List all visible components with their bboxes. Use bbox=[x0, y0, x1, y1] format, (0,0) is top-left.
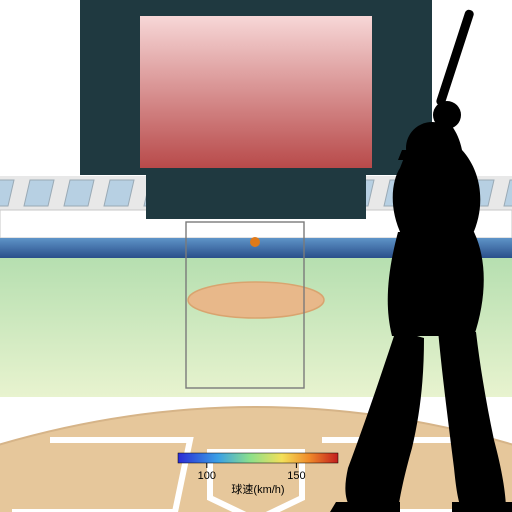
colorbar-title: 球速(km/h) bbox=[231, 482, 284, 496]
scoreboard-screen bbox=[140, 16, 372, 168]
pitch-location-chart: 100 150 球速(km/h) bbox=[0, 0, 512, 512]
svg-text:100: 100 bbox=[198, 470, 216, 482]
svg-text:150: 150 bbox=[287, 470, 305, 482]
pitch-markers bbox=[250, 237, 260, 247]
